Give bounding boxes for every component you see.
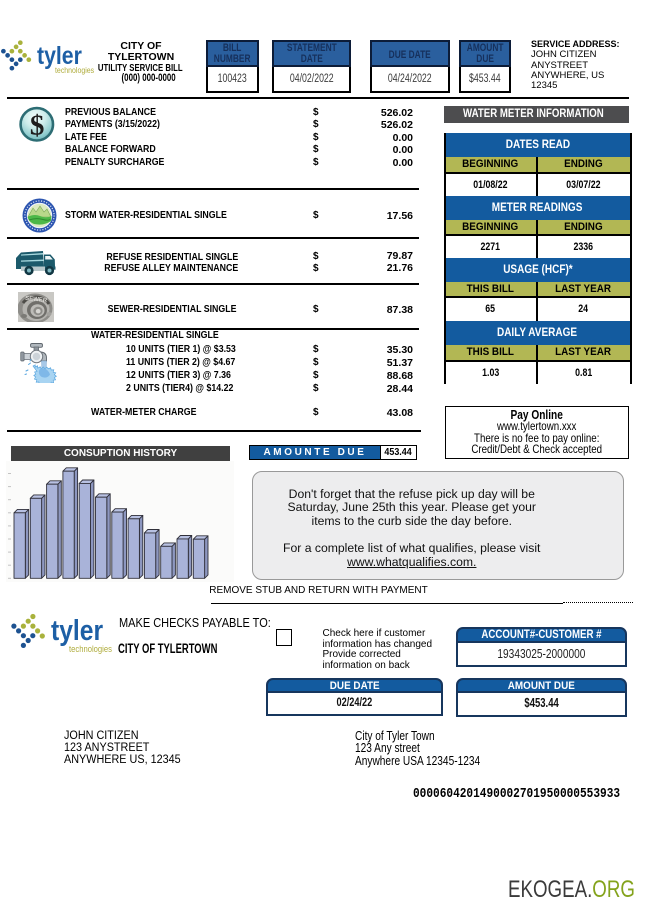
svg-text:$: $	[30, 110, 45, 142]
svg-text:SEWER: SEWER	[25, 296, 48, 304]
